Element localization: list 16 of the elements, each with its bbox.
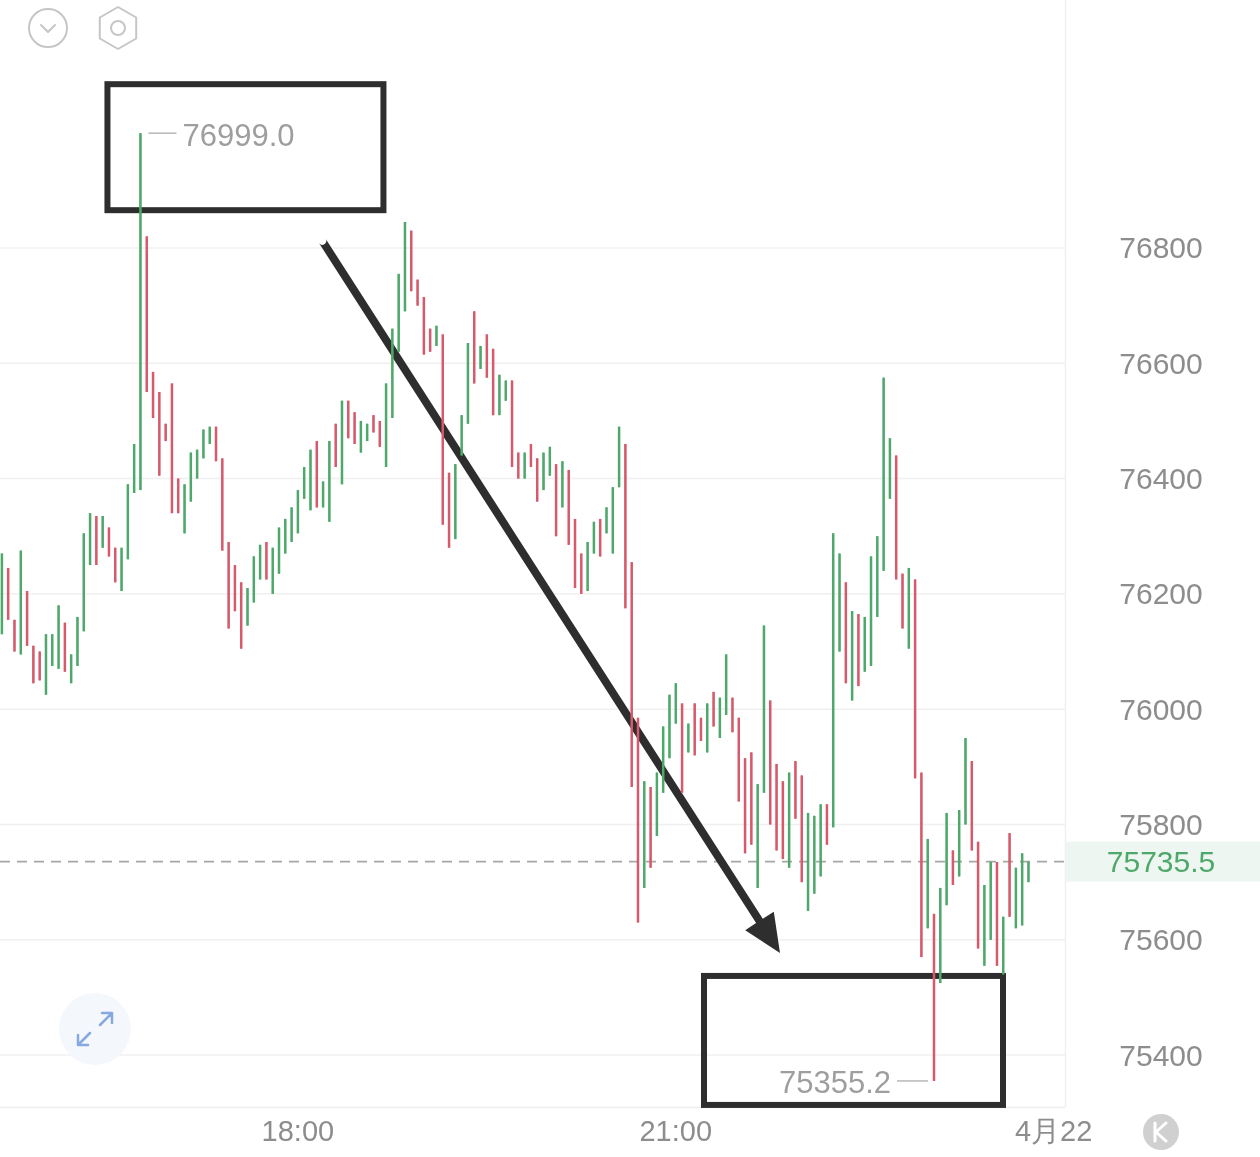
annotation: 76999.0: [147, 117, 295, 153]
ref-line-label: 75735.5: [1106, 845, 1216, 879]
y-tick-label: 76600: [1119, 346, 1203, 380]
annotation: 75355.2: [778, 1065, 891, 1101]
y-tick-label: 75400: [1119, 1038, 1203, 1072]
y-tick-label: 76000: [1119, 692, 1203, 726]
y-tick-label: 76200: [1119, 577, 1203, 611]
annotation: 76999.0: [182, 117, 295, 153]
x-tick-label: 18:00: [261, 1115, 335, 1147]
annotation: 75355.2: [778, 1065, 929, 1101]
x-tick-label: 4月22: [1014, 1115, 1093, 1147]
y-tick-label: 75600: [1119, 923, 1203, 957]
y-tick-label: 76400: [1119, 462, 1203, 496]
y-tick-label: 75800: [1119, 807, 1203, 841]
y-tick-label: 76800: [1119, 231, 1203, 265]
x-tick-label: 21:00: [639, 1115, 713, 1147]
